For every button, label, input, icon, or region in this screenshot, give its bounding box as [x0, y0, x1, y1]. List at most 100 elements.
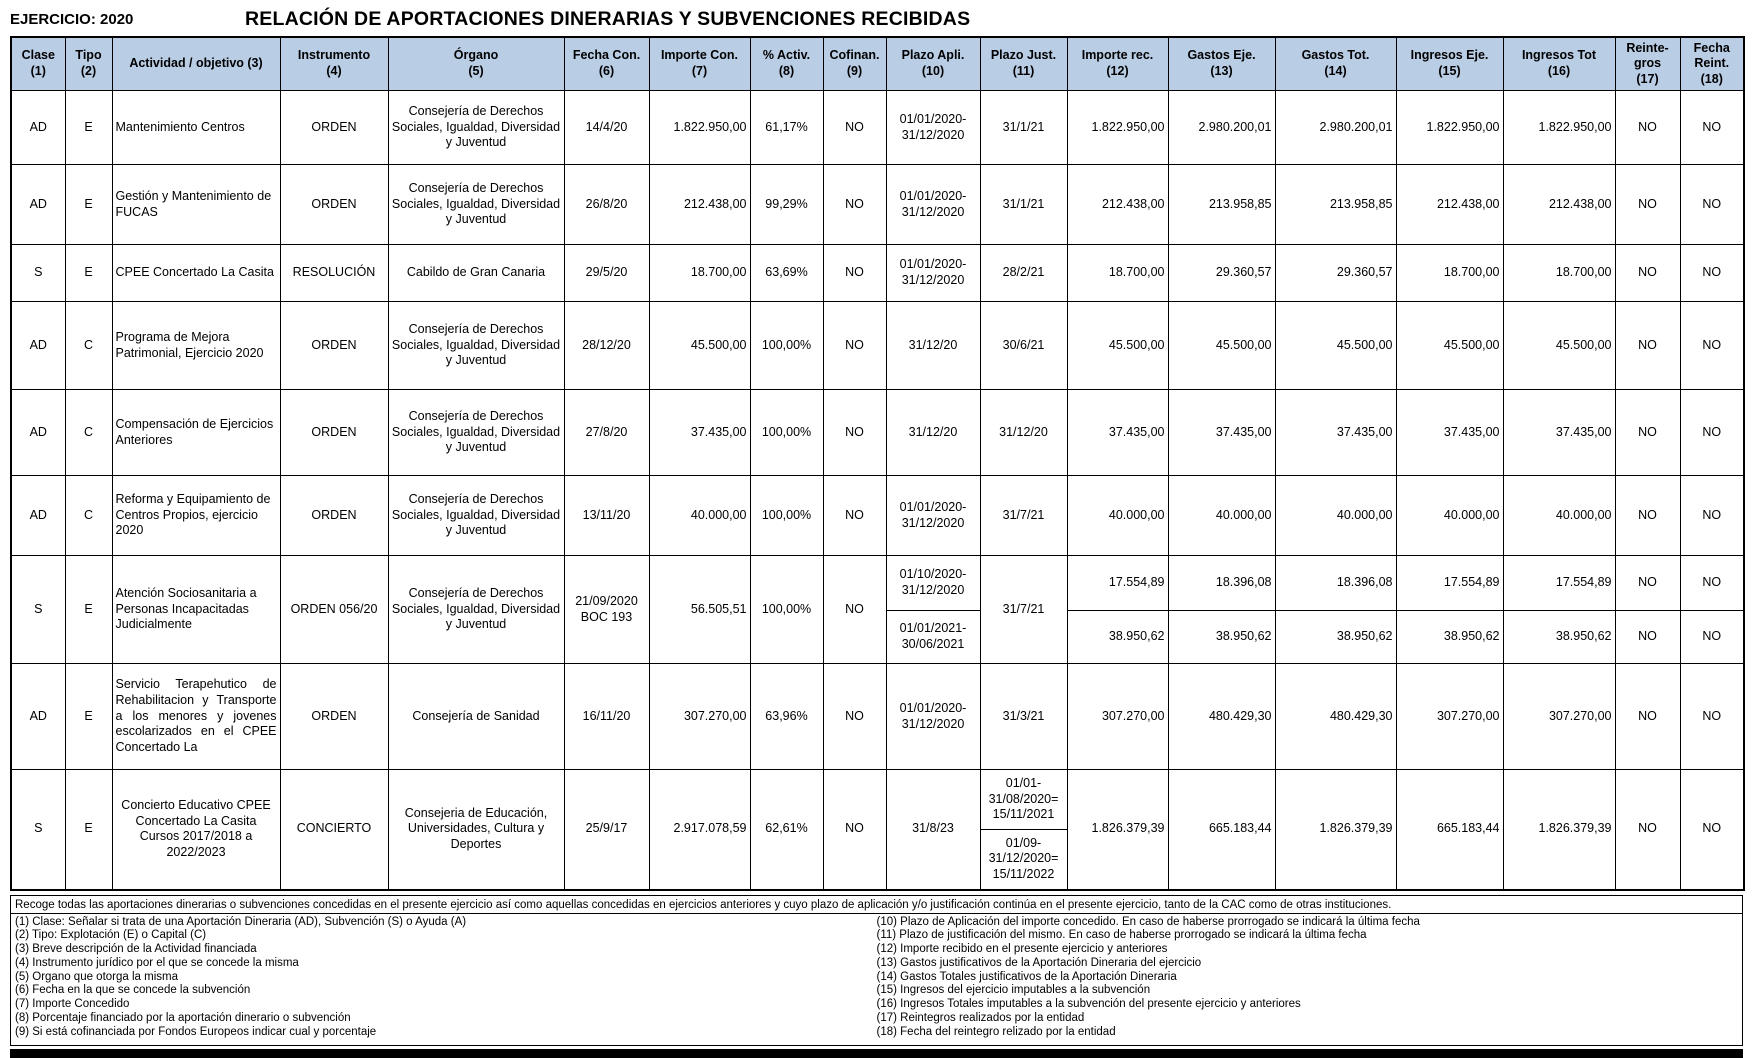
- table-cell: C: [64, 389, 113, 476]
- table-cell: ORDEN: [279, 475, 389, 556]
- note-line: (1) Clase: Señalar si trata de una Aport…: [15, 915, 467, 928]
- bottom-bar: [10, 1048, 1743, 1058]
- table-cell: Consejeria de Educación, Universidades, …: [387, 769, 565, 890]
- table-cell: E: [64, 663, 113, 770]
- table-cell: 29.360,57: [1167, 244, 1276, 302]
- table-cell: NO: [1679, 475, 1745, 556]
- table-cell: NO: [1679, 164, 1745, 245]
- table-cell: 31/12/20: [885, 301, 981, 390]
- table-cell: 38.950,62: [1167, 610, 1276, 664]
- table-cell: NO: [1614, 769, 1681, 890]
- note-line: (15) Ingresos del ejercicio imputables a…: [876, 984, 1151, 997]
- table-cell: 28/12/20: [563, 301, 650, 390]
- table-row: 01/09- 31/12/2020= 15/11/2022: [11, 829, 1744, 890]
- table-cell: 63,96%: [749, 663, 824, 770]
- table-cell: NO: [1679, 244, 1745, 302]
- column-header: Plazo Apli. (10): [885, 36, 981, 91]
- note-line: (4) Instrumento jurídico por el que se c…: [15, 956, 299, 969]
- table-cell: 45.500,00: [1274, 301, 1397, 390]
- note-line: (2) Tipo: Explotación (E) o Capital (C): [15, 929, 207, 942]
- table-cell: 45.500,00: [648, 301, 751, 390]
- column-header: Clase (1): [10, 36, 66, 91]
- table-cell: 18.396,08: [1274, 555, 1397, 611]
- table-cell: 40.000,00: [1066, 475, 1169, 556]
- table-cell: AD: [10, 475, 66, 556]
- table-cell: NO: [1614, 610, 1681, 664]
- table-cell: NO: [822, 244, 887, 302]
- table-cell: NO: [822, 164, 887, 245]
- table-cell: 18.700,00: [648, 244, 751, 302]
- table-cell: 37.435,00: [1167, 389, 1276, 476]
- table-cell: 01/01/2020- 31/12/2020: [885, 164, 981, 245]
- table-cell: Consejería de Derechos Sociales, Igualda…: [387, 475, 565, 556]
- column-header: Gastos Eje. (13): [1167, 36, 1276, 91]
- table-cell: 01/01/2020- 31/12/2020: [885, 90, 981, 165]
- table-cell: ORDEN: [279, 90, 389, 165]
- table-cell: Atención Sociosanitaria a Personas Incap…: [111, 555, 281, 664]
- table-cell: 17.554,89: [1502, 555, 1616, 611]
- table-cell: NO: [822, 663, 887, 770]
- table-cell: 480.429,30: [1274, 663, 1397, 770]
- note-line: (5) Órgano que otorga la misma: [15, 970, 178, 983]
- table-cell: 31/12/20: [979, 389, 1068, 476]
- column-header: Importe Con. (7): [648, 36, 751, 91]
- table-row: 01/01/2021- 30/06/2021 38.950,62 38.950,62…: [11, 610, 1745, 664]
- table-cell: 62,61%: [749, 769, 824, 890]
- column-header: Órgano (5): [387, 36, 565, 91]
- table-cell: NO: [822, 769, 887, 890]
- table-cell: 1.826.379,39: [1502, 769, 1616, 890]
- note-line: (17) Reintegros realizados por la entida…: [876, 1012, 1085, 1025]
- table-cell: 37.435,00: [1395, 389, 1504, 476]
- table-cell: Consejería de Derechos Sociales, Igualda…: [387, 301, 565, 390]
- table-cell: NO: [1614, 244, 1681, 302]
- table-cell: Mantenimiento Centros: [111, 90, 281, 165]
- table-cell: 25/9/17: [563, 769, 650, 890]
- table-cell: 100,00%: [749, 301, 824, 390]
- table-cell: AD: [10, 90, 66, 165]
- table-cell: 38.950,62: [1502, 610, 1616, 664]
- note-line: (6) Fecha en la que se concede la subven…: [15, 984, 251, 997]
- table-cell: 212.438,00: [1502, 164, 1616, 245]
- table-cell: NO: [1614, 164, 1681, 245]
- table-cell: NO: [1679, 301, 1745, 390]
- note-line: (8) Porcentaje financiado por la aportac…: [15, 1012, 351, 1025]
- table-cell: 665.183,44: [1167, 769, 1276, 890]
- column-header: Ingresos Eje. (15): [1395, 36, 1504, 91]
- column-header: Reinte- gros (17): [1614, 36, 1681, 91]
- table-cell: 45.500,00: [1167, 301, 1276, 390]
- table-cell: 18.700,00: [1066, 244, 1169, 302]
- table-row: S E Atención Sociosanitaria a Personas Inc…: [10, 555, 1745, 664]
- aportaciones-table: Clase (1) Tipo (2) Actividad / objetivo (3…: [10, 36, 1745, 891]
- table-cell: NO: [822, 389, 887, 476]
- table-cell: ORDEN: [279, 389, 389, 476]
- title-row: EJERCICIO: 2020 RELACIÓN DE APORTACIONES…: [10, 8, 1743, 31]
- table-cell: 1.822.950,00: [1395, 90, 1504, 165]
- table-cell: 40.000,00: [1395, 475, 1504, 556]
- table-cell: 38.950,62: [1066, 610, 1169, 664]
- table-cell: Gestión y Mantenimiento de FUCAS: [111, 164, 281, 245]
- table-cell: 31/8/23: [885, 769, 981, 890]
- table-cell: 01/01/2020- 31/12/2020: [885, 663, 981, 770]
- table-cell: 213.958,85: [1274, 164, 1397, 245]
- table-cell: 307.270,00: [1066, 663, 1169, 770]
- table-cell: 56.505,51: [648, 555, 751, 664]
- table-cell: Programa de Mejora Patrimonial, Ejercici…: [111, 301, 281, 390]
- note-line: (7) Importe Concedido: [15, 998, 130, 1011]
- table-cell: 17.554,89: [1066, 555, 1169, 611]
- table-cell: Cabildo de Gran Canaria: [387, 244, 565, 302]
- column-header: Ingresos Tot (16): [1502, 36, 1616, 91]
- table-cell: 01/09- 31/12/2020= 15/11/2022: [979, 829, 1068, 890]
- table-cell: NO: [1679, 769, 1745, 890]
- table-cell: 27/8/20: [563, 389, 650, 476]
- table-cell: ORDEN: [279, 164, 389, 245]
- table-cell: NO: [1614, 90, 1681, 165]
- note-line: (10) Plazo de Aplicación del importe con…: [876, 915, 1420, 928]
- table-cell: 1.826.379,39: [1274, 769, 1397, 890]
- column-header: Instrumento (4): [279, 36, 389, 91]
- table-cell: 61,17%: [749, 90, 824, 165]
- table-cell: 212.438,00: [648, 164, 751, 245]
- table-body: AD E Mantenimiento Centros ORDEN Consejería …: [10, 90, 1745, 890]
- table-cell: NO: [1679, 663, 1745, 770]
- column-header: % Activ. (8): [749, 36, 824, 91]
- table-cell: 31/1/21: [979, 90, 1068, 165]
